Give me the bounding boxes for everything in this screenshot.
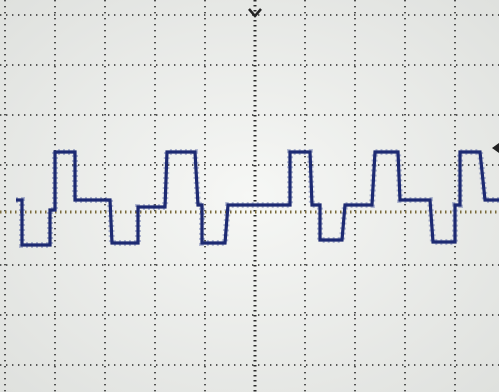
page (0, 0, 499, 392)
oscilloscope-screen (0, 0, 499, 392)
